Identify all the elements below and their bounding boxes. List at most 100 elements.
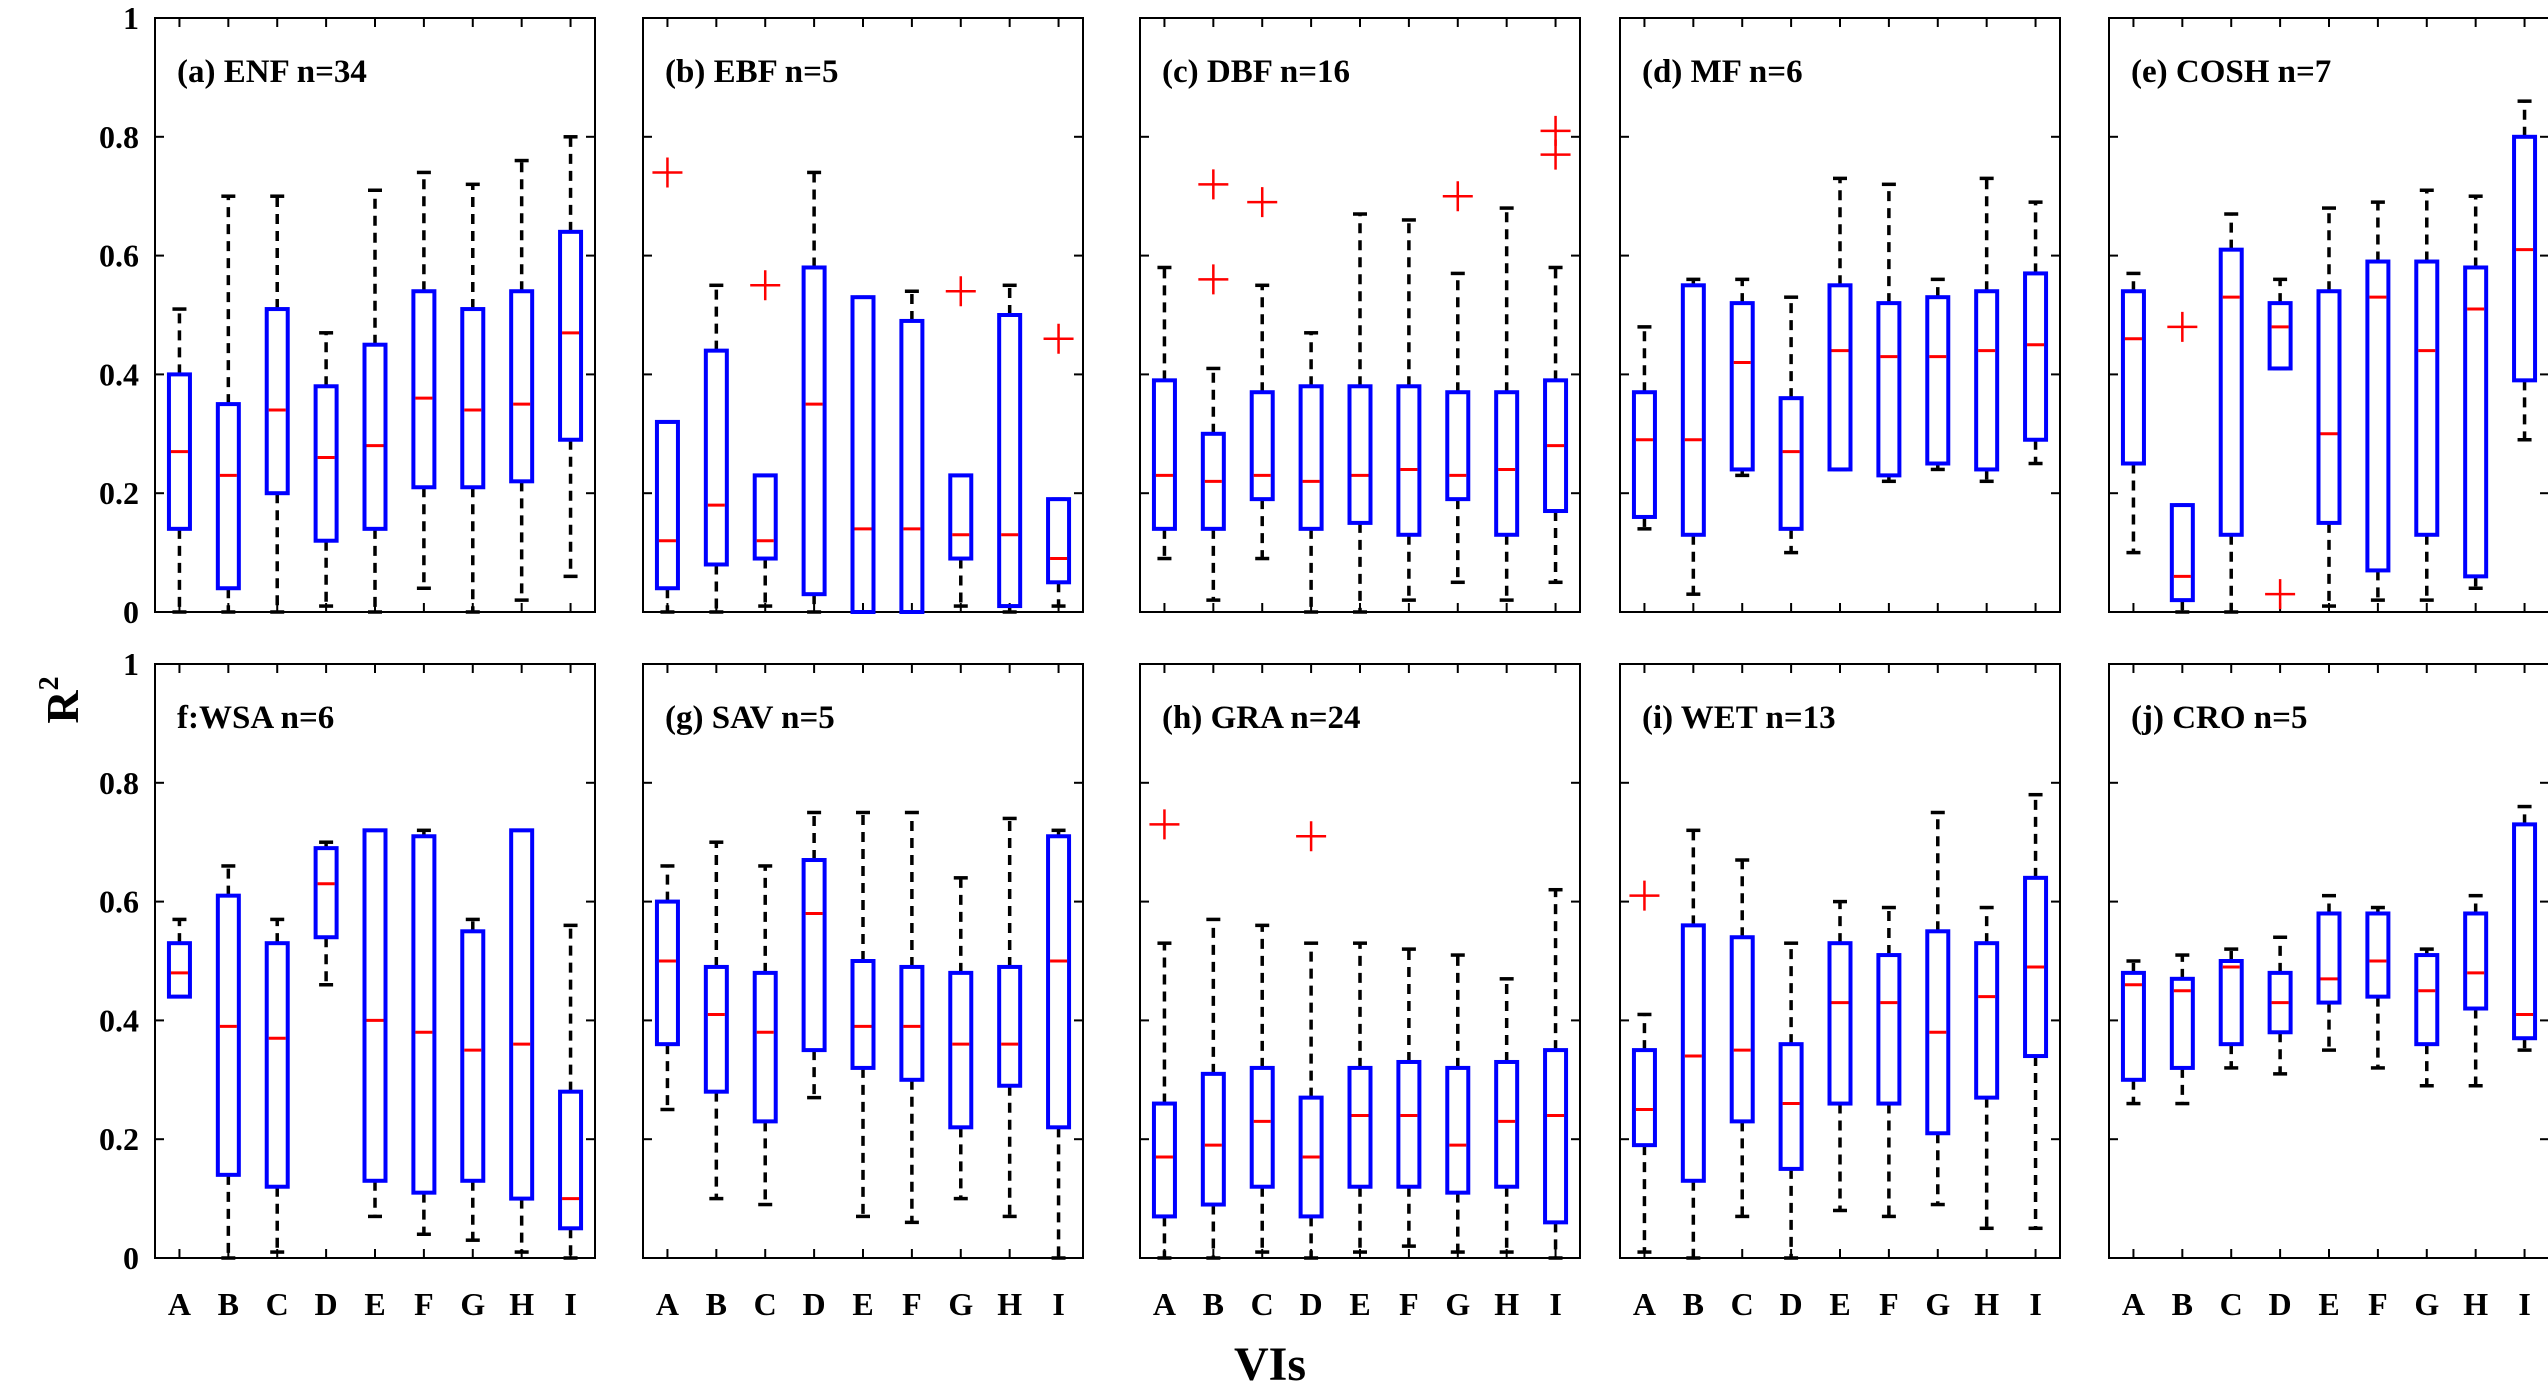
box-D <box>2265 277 2296 610</box>
box-iqr <box>2120 289 2146 466</box>
panel-title: (d) MF n=6 <box>1642 54 1803 90</box>
panel-9: (i) WET n=13 A B C D E F G H I <box>1619 663 2061 1322</box>
outlier-point <box>2167 311 2198 342</box>
box-iqr <box>654 899 680 1047</box>
box-F <box>899 810 925 1225</box>
box-iqr <box>2023 875 2049 1059</box>
box-E <box>1347 941 1373 1254</box>
panel-frame <box>1619 17 2061 613</box>
box-iqr <box>215 893 241 1177</box>
x-tick-label: I <box>1052 1286 1064 1322</box>
box-iqr <box>850 295 876 614</box>
box-F <box>2365 905 2391 1070</box>
box-C <box>1729 858 1755 1219</box>
y-axis-label-base: R <box>37 690 88 724</box>
box-iqr <box>264 307 290 496</box>
y-tick-label: 1 <box>123 0 139 36</box>
box-I <box>1046 828 1072 1260</box>
box-iqr <box>2512 822 2538 1041</box>
box-I <box>2512 99 2538 442</box>
box-iqr <box>2463 265 2489 579</box>
box-C <box>1729 277 1755 478</box>
box-B <box>2167 311 2198 614</box>
x-tick-label: E <box>364 1286 385 1322</box>
box-H <box>1974 176 2000 484</box>
box-G <box>1445 953 1471 1254</box>
box-iqr <box>948 970 974 1130</box>
x-tick-label: I <box>2518 1286 2530 1322</box>
box-iqr <box>1396 384 1422 537</box>
panel-frame <box>1619 663 2061 1259</box>
box-iqr <box>1046 834 1072 1130</box>
y-axis-label: R2 <box>34 676 88 723</box>
x-tick-label: G <box>1445 1286 1470 1322</box>
x-tick-label: A <box>1153 1286 1176 1322</box>
box-iqr <box>1396 1059 1422 1189</box>
box-A <box>654 864 680 1112</box>
box-A <box>652 157 683 614</box>
box-C <box>264 194 290 614</box>
box-H <box>1494 206 1520 602</box>
x-tick-label: A <box>168 1286 191 1322</box>
box-C <box>1247 187 1278 561</box>
box-iqr <box>1631 1048 1657 1148</box>
panel-6: f:WSA n=6 A B C D E F G H I <box>154 663 596 1322</box>
box-E <box>1827 899 1853 1213</box>
panel-title: (i) WET n=13 <box>1642 700 1836 736</box>
box-D <box>2267 935 2293 1076</box>
box-iqr <box>1200 431 1226 531</box>
x-tick-label: E <box>1349 1286 1370 1322</box>
panel-frame <box>154 663 596 1259</box>
box-iqr <box>2365 259 2391 573</box>
box-C <box>2218 947 2244 1070</box>
x-tick-label: C <box>1731 1286 1754 1322</box>
box-F <box>1876 182 1902 484</box>
y-tick-label: 0 <box>123 594 139 630</box>
x-tick-label: D <box>803 1286 826 1322</box>
box-A <box>166 917 192 999</box>
box-G <box>460 182 486 614</box>
box-iqr <box>2414 259 2440 537</box>
panels-group: (a) ENF n=34 (b) EBF n=5 (c) DBF n=16 (d) M… <box>154 17 2548 1322</box>
box-iqr <box>2218 959 2244 1047</box>
box-B <box>703 840 729 1201</box>
box-E <box>850 295 876 614</box>
box-F <box>2365 200 2391 602</box>
x-tick-label: A <box>656 1286 679 1322</box>
box-D <box>801 810 827 1100</box>
box-D <box>313 331 339 608</box>
x-tick-label: F <box>414 1286 434 1322</box>
x-tick-label: G <box>460 1286 485 1322</box>
box-G <box>1442 181 1473 585</box>
x-tick-label: G <box>1925 1286 1950 1322</box>
panel-frame <box>2108 663 2548 1259</box>
box-H <box>509 158 535 602</box>
outlier-point <box>1629 880 1660 911</box>
box-iqr <box>1347 384 1373 525</box>
box-iqr <box>752 473 778 561</box>
box-iqr <box>460 929 486 1183</box>
box-iqr <box>1729 935 1755 1124</box>
y-tick-label: 0.4 <box>99 1002 139 1038</box>
box-D <box>1296 821 1327 1260</box>
outlier-point <box>1296 821 1327 852</box>
box-A <box>1149 809 1180 1260</box>
x-tick-label: E <box>1829 1286 1850 1322</box>
box-C <box>1249 923 1275 1254</box>
outlier-point <box>1043 323 1074 354</box>
panel-title: (h) GRA n=24 <box>1162 700 1361 736</box>
x-tick-label: B <box>1203 1286 1224 1322</box>
box-B <box>1680 828 1706 1260</box>
box-iqr <box>1445 1065 1471 1195</box>
box-iqr <box>899 318 925 614</box>
box-iqr <box>1974 941 2000 1100</box>
box-iqr <box>1347 1065 1373 1189</box>
box-iqr <box>1778 396 1804 531</box>
x-tick-label: A <box>2122 1286 2145 1322</box>
x-tick-label: E <box>2318 1286 2339 1322</box>
box-A <box>166 307 192 614</box>
box-A <box>1629 880 1660 1254</box>
box-iqr <box>1925 929 1951 1136</box>
box-iqr <box>1778 1042 1804 1171</box>
